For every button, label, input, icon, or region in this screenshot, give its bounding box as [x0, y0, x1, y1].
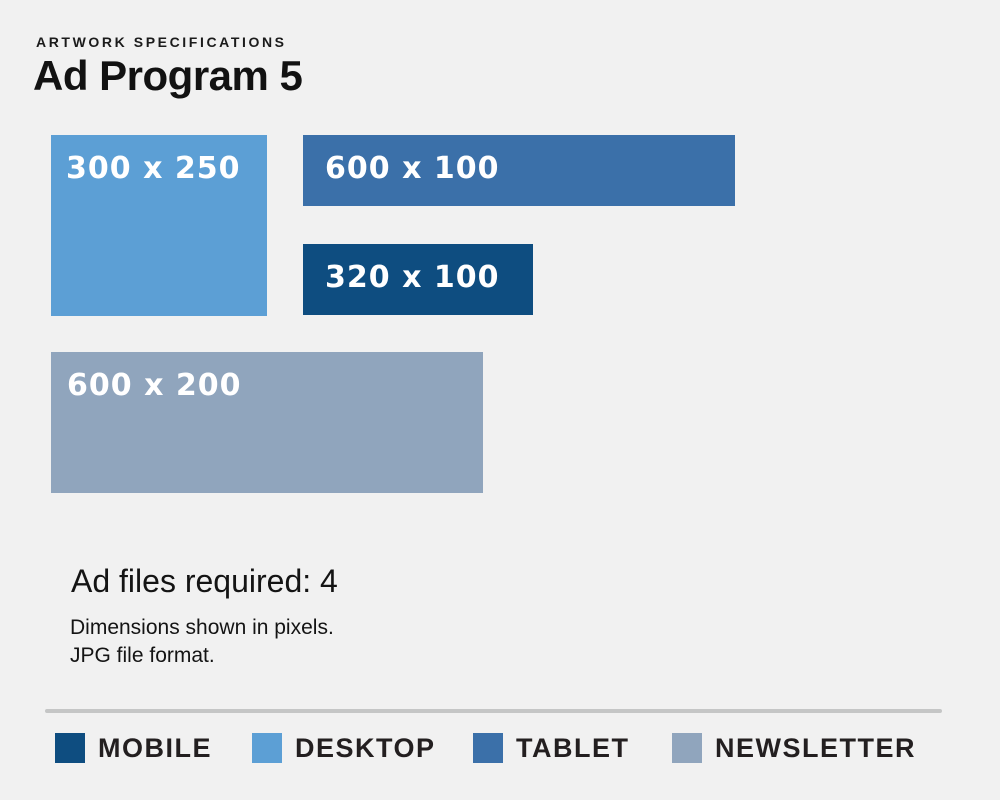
- dimensions-note: Dimensions shown in pixels.: [70, 616, 334, 639]
- ad-size-label: 300 x 250: [66, 151, 241, 186]
- ad-size-box-tablet: 600 x 100: [303, 135, 735, 206]
- ad-size-label: 600 x 100: [325, 151, 500, 186]
- legend-item-desktop: DESKTOP: [252, 733, 436, 763]
- legend-label: TABLET: [516, 733, 630, 763]
- page-title: Ad Program 5: [33, 52, 303, 99]
- ad-size-label: 600 x 200: [67, 368, 242, 403]
- ad-size-label: 320 x 100: [325, 260, 500, 295]
- file-format-note: JPG file format.: [70, 644, 215, 667]
- legend-swatch-tablet: [473, 733, 503, 763]
- legend-divider: [45, 709, 942, 713]
- legend-swatch-mobile: [55, 733, 85, 763]
- legend-item-mobile: MOBILE: [55, 733, 212, 763]
- legend-label: DESKTOP: [295, 733, 436, 763]
- legend-swatch-desktop: [252, 733, 282, 763]
- ad-size-box-newsletter: 600 x 200: [51, 352, 483, 493]
- ad-size-box-desktop: 300 x 250: [51, 135, 267, 316]
- ad-size-box-mobile: 320 x 100: [303, 244, 533, 315]
- legend-label: NEWSLETTER: [715, 733, 916, 763]
- legend-label: MOBILE: [98, 733, 212, 763]
- eyebrow-label: ARTWORK SPECIFICATIONS: [36, 34, 287, 50]
- legend-item-tablet: TABLET: [473, 733, 629, 763]
- legend-swatch-newsletter: [672, 733, 702, 763]
- files-required-text: Ad files required: 4: [71, 563, 338, 599]
- legend-item-newsletter: NEWSLETTER: [672, 733, 916, 763]
